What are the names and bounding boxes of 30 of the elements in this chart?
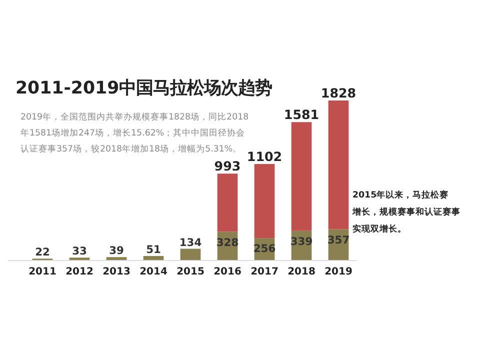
x-tick-label: 2018 (288, 266, 316, 278)
data-label: 51 (146, 243, 161, 256)
bar (291, 122, 312, 231)
x-tick-label: 2012 (66, 266, 94, 278)
x-tick-label: 2016 (214, 266, 242, 278)
x-tick-label: 2014 (140, 266, 168, 278)
total-label: 993 (214, 158, 241, 174)
annotation: 年1581场增加247场，增长15.62%；其中中国田径协会 (20, 128, 246, 138)
annotation: 实现双增长。 (352, 224, 406, 234)
total-label: 1102 (246, 149, 282, 164)
x-tick-label: 2015 (176, 266, 204, 278)
bar (254, 164, 275, 238)
x-tick-label: 2013 (102, 266, 130, 278)
bar (328, 100, 349, 230)
bar (180, 248, 201, 260)
chart-title: 2011-2019中国马拉松场次趋势 (16, 78, 272, 98)
annotation: 认证赛事357场，较2018年增加18场，增幅为5.31%。 (20, 144, 242, 154)
x-tick-label: 2019 (324, 266, 352, 278)
x-tick-label: 2011 (28, 266, 56, 278)
data-label: 33 (72, 244, 87, 258)
annotation: 增长，规模赛事和认证赛事 (352, 206, 460, 218)
data-label: 134 (179, 236, 202, 249)
annotation: 2015年以来，马拉松赛 (352, 190, 449, 200)
x-tick-label: 2017 (250, 266, 278, 278)
data-label: 22 (35, 246, 50, 259)
bar (217, 174, 238, 232)
data-label: 39 (109, 244, 124, 258)
annotation: 2019年，全国范围内共举办规模赛事1828场，同比2018 (20, 112, 249, 122)
total-label: 1581 (284, 107, 320, 122)
total-label: 1828 (320, 86, 356, 100)
